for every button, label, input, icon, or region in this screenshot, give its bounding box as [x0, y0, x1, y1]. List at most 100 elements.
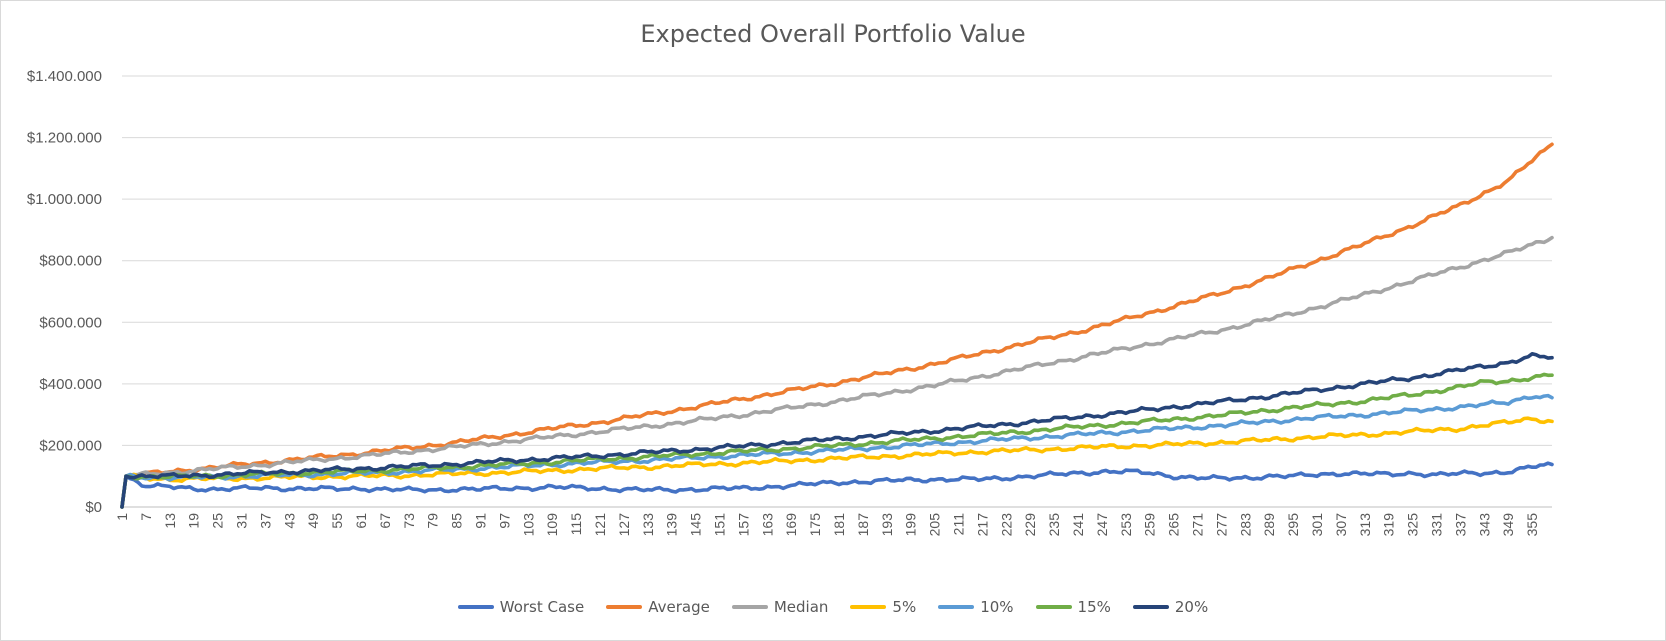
x-tick-label: 301: [1309, 513, 1325, 537]
series-lines: [120, 142, 1554, 509]
legend-label: 10%: [980, 598, 1014, 616]
y-tick-label: $1.000.000: [27, 191, 102, 208]
legend-item: 20%: [1132, 598, 1209, 616]
legend-label: Worst Case: [499, 598, 585, 616]
legend-label: Median: [773, 598, 829, 616]
x-tick-label: 19: [186, 513, 202, 529]
legend-swatch: [850, 605, 887, 609]
x-tick-label: 127: [616, 513, 632, 537]
x-tick-label: 13: [162, 513, 178, 529]
x-tick-label: 223: [998, 513, 1014, 537]
x-tick-label: 187: [855, 513, 871, 537]
legend-item: 15%: [1035, 598, 1111, 616]
x-tick-label: 313: [1357, 513, 1373, 537]
x-tick-label: 253: [1118, 513, 1134, 537]
x-tick-label: 319: [1381, 513, 1397, 537]
y-tick-label: $200.000: [39, 437, 102, 454]
series-line-5: [120, 416, 1554, 509]
x-tick-label: 325: [1405, 513, 1421, 537]
x-tick-label: 289: [1261, 513, 1277, 537]
x-tick-label: 241: [1070, 513, 1086, 537]
chart-title: Expected Overall Portfolio Value: [640, 20, 1026, 48]
legend: Worst Case Average Median 5% 10% 15% 20%: [0, 598, 1666, 616]
legend-item: Average: [606, 598, 710, 616]
legend-swatch: [606, 605, 643, 609]
x-tick-label: 109: [544, 513, 560, 537]
legend-swatch: [457, 605, 494, 609]
x-tick-label: 199: [903, 513, 919, 537]
x-tick-label: 85: [449, 513, 465, 529]
x-tick-label: 115: [568, 513, 584, 536]
x-tick-label: 271: [1189, 513, 1205, 537]
x-tick-label: 73: [401, 513, 417, 529]
legend-label: 20%: [1174, 598, 1209, 616]
series-line-worst-case: [120, 461, 1554, 509]
x-tick-label: 133: [640, 513, 656, 537]
legend-swatch: [1035, 605, 1072, 609]
x-tick-label: 295: [1285, 513, 1301, 537]
x-tick-label: 337: [1452, 513, 1468, 537]
x-tick-label: 343: [1476, 513, 1492, 537]
x-tick-label: 283: [1237, 513, 1253, 537]
legend-swatch: [938, 605, 975, 609]
x-tick-label: 277: [1213, 513, 1229, 537]
x-tick-label: 217: [974, 513, 990, 537]
x-tick-label: 61: [353, 513, 369, 529]
x-tick-label: 55: [329, 513, 345, 529]
x-tick-label: 181: [831, 513, 847, 537]
x-tick-label: 265: [1166, 513, 1182, 537]
y-axis-tick-labels: $0 $200.000 $400.000 $600.000 $800.000 $1.000…: [27, 68, 102, 516]
x-tick-label: 163: [759, 513, 775, 537]
x-tick-label: 229: [1022, 513, 1038, 537]
gridlines: [122, 75, 1552, 508]
x-tick-label: 139: [664, 513, 680, 537]
x-tick-label: 205: [927, 513, 943, 537]
y-tick-label: $1.200.000: [27, 130, 102, 147]
x-tick-label: 355: [1524, 513, 1540, 537]
x-tick-label: 211: [950, 513, 966, 536]
x-axis-tick-labels: 1 7 13 19 25 31 37 43 49 55 61 67 73 79 85 91 97 103 109 11…: [114, 513, 1540, 537]
legend-item: 10%: [938, 598, 1014, 616]
x-tick-label: 169: [783, 513, 799, 537]
x-tick-label: 67: [377, 513, 393, 529]
legend-item: 5%: [850, 598, 916, 616]
legend-label: 5%: [892, 598, 917, 616]
x-tick-label: 79: [425, 513, 441, 529]
x-tick-label: 259: [1142, 513, 1158, 537]
x-tick-label: 349: [1500, 513, 1516, 537]
x-tick-label: 235: [1046, 513, 1062, 537]
y-tick-label: $600.000: [39, 314, 102, 331]
x-tick-label: 121: [592, 513, 608, 537]
x-tick-label: 49: [305, 513, 321, 529]
x-tick-label: 25: [210, 513, 226, 529]
x-tick-label: 145: [688, 513, 704, 537]
x-tick-label: 307: [1333, 513, 1349, 537]
x-tick-label: 31: [233, 513, 249, 529]
x-tick-label: 43: [281, 513, 297, 529]
series-line-15: [120, 372, 1554, 509]
legend-swatch: [1132, 605, 1169, 609]
x-tick-label: 97: [496, 513, 512, 529]
x-tick-label: 247: [1094, 513, 1110, 537]
y-tick-label: $0: [85, 499, 102, 516]
series-line-20: [120, 352, 1554, 509]
y-tick-label: $400.000: [39, 376, 102, 393]
x-tick-label: 193: [879, 513, 895, 537]
x-tick-label: 91: [472, 513, 488, 529]
legend-item: Worst Case: [457, 598, 585, 616]
legend-item: Median: [731, 598, 829, 616]
x-tick-label: 1: [114, 513, 130, 521]
x-tick-label: 7: [138, 513, 154, 521]
y-tick-label: $1.400.000: [27, 68, 102, 85]
x-tick-label: 175: [807, 513, 823, 537]
x-tick-label: 103: [520, 513, 536, 537]
series-line-median: [120, 235, 1554, 509]
x-tick-label: 151: [711, 513, 727, 537]
y-tick-label: $800.000: [39, 253, 102, 270]
legend-swatch: [731, 605, 768, 609]
legend-label: Average: [648, 598, 710, 616]
x-tick-label: 157: [735, 513, 751, 537]
x-tick-label: 331: [1428, 513, 1444, 537]
